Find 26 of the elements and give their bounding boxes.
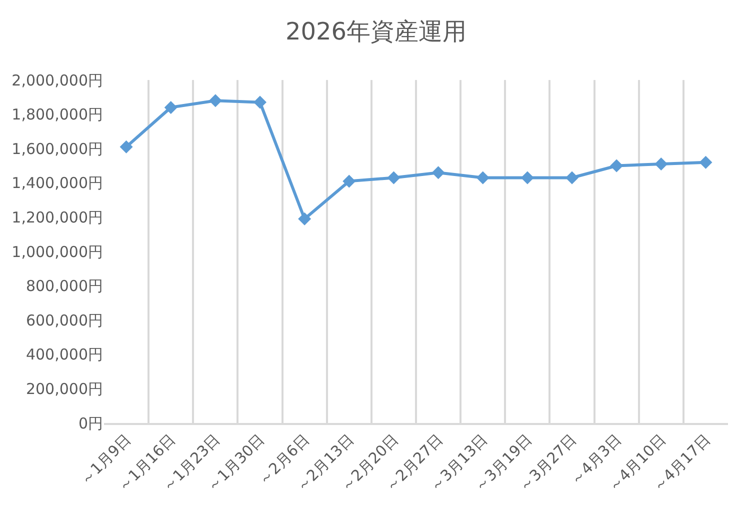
y-tick-label: 1,200,000円	[12, 208, 103, 226]
y-tick-label: 800,000円	[26, 277, 103, 296]
point	[164, 100, 178, 114]
point	[254, 96, 266, 109]
point	[610, 159, 624, 172]
point	[120, 140, 133, 154]
point	[654, 158, 668, 171]
y-tick-label: 200,000円	[26, 380, 103, 398]
point	[387, 171, 400, 184]
y-tick-label: 1,400,000円	[12, 174, 103, 192]
point	[476, 171, 490, 184]
y-tick-label: 0円	[78, 414, 103, 432]
point	[699, 156, 712, 169]
y-tick-label: 1,600,000円	[12, 140, 103, 158]
point	[298, 212, 312, 226]
point	[520, 171, 534, 184]
y-tick-label: 400,000円	[26, 346, 103, 364]
y-tick-label: 600,000円	[26, 311, 103, 330]
y-tick-label: 2,000,000円	[12, 71, 103, 90]
chart-title: 2026年資産運用	[285, 18, 467, 46]
point	[566, 171, 578, 184]
point	[432, 166, 445, 180]
point	[208, 94, 222, 108]
y-tick-label: 1,000,000円	[12, 242, 103, 261]
y-tick-label: 1,800,000円	[12, 106, 103, 124]
point	[342, 174, 356, 188]
